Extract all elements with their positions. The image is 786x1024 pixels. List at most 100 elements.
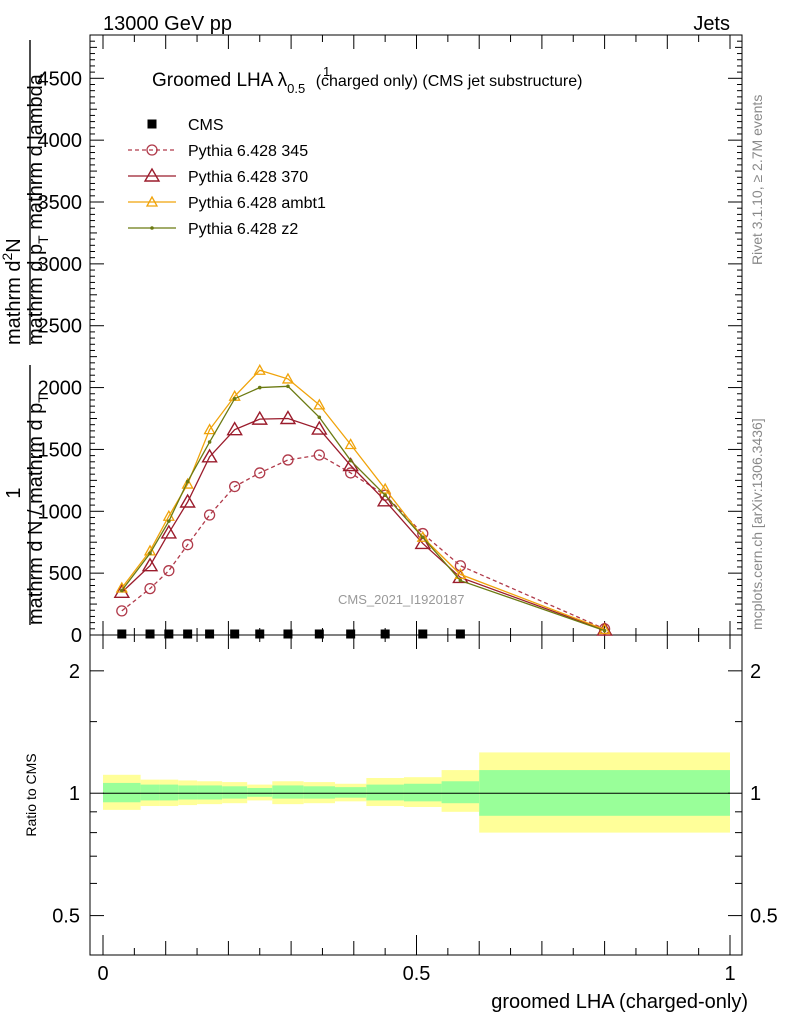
ratio-band-inner-3 <box>178 785 198 800</box>
ratio-band-inner-0 <box>103 782 141 803</box>
main-y-tick-label: 2000 <box>38 378 83 400</box>
ratio-bands <box>103 752 730 833</box>
main-y-tick-label: 0 <box>71 625 82 647</box>
series-4-point <box>317 415 322 420</box>
y-label-numerator-text: mathrm d <box>3 261 25 345</box>
main-y-tick-label: 4000 <box>38 130 83 152</box>
y-label-numerator: mathrm d2N <box>0 238 25 345</box>
series-0-point <box>183 629 193 639</box>
series-2-point <box>311 420 328 435</box>
ratio-band-inner-6 <box>247 787 273 797</box>
ratio-y-tick-label-right: 1 <box>750 783 761 805</box>
series-1-point <box>181 539 194 551</box>
series-0-point <box>255 629 265 639</box>
legend: CMS Pythia 6.428 345 Pythia 6.428 370 Pythi… <box>128 117 326 238</box>
rivet-label: Rivet 3.1.10, ≥ 2.7M events <box>749 95 765 265</box>
x-tick-label: 0.5 <box>403 963 431 985</box>
x-tick-label: 1 <box>724 963 735 985</box>
ratio-band-inner-2 <box>159 784 179 801</box>
x-axis-label: groomed LHA (charged-only) <box>491 991 748 1013</box>
ratio-band-inner-10 <box>366 784 404 801</box>
plot-title-sup: 1 <box>323 64 330 79</box>
ratio-band-inner-11 <box>403 783 442 802</box>
series-2-point <box>113 583 131 599</box>
series-1-point <box>254 467 266 479</box>
ratio-band-inner-5 <box>222 786 248 799</box>
series-1-point <box>203 509 216 521</box>
series-1-point <box>116 605 128 617</box>
series-4-point <box>148 551 152 556</box>
y-label-denominator-text: mathrm d p <box>25 244 47 345</box>
ratio-y-tick-label-right: 0.5 <box>750 906 778 928</box>
series-4-point <box>257 385 262 390</box>
series-3-point <box>181 477 194 489</box>
plot-title-sub: 0.5 <box>287 81 305 96</box>
legend-marker-3 <box>145 195 159 207</box>
x-ticks: 0 0.5 1 <box>97 35 736 985</box>
ratio-band-inner-9 <box>334 787 367 798</box>
ratio-band-inner-7 <box>272 785 304 799</box>
ratio-band-inner-12 <box>441 781 480 804</box>
series-3-point <box>416 530 429 542</box>
series-4-point <box>383 493 387 498</box>
y-label-numerator-rest: N <box>3 238 25 252</box>
series-1-point <box>229 480 241 493</box>
series-1-point <box>144 582 156 595</box>
mcplots-label: mcplots.cern.ch [arXiv:1306.3436] <box>749 418 765 630</box>
series-0-point <box>205 629 215 639</box>
legend-marker-4 <box>150 226 154 230</box>
series-4-point <box>420 535 425 540</box>
series-2-point <box>251 410 268 425</box>
series-0-point <box>314 629 324 639</box>
series-3-point <box>203 423 216 435</box>
series-1-line <box>121 454 605 630</box>
series-3-point <box>281 372 295 384</box>
series-4-point <box>602 628 607 633</box>
legend-label-1: Pythia 6.428 345 <box>188 143 308 160</box>
series-3-point <box>313 398 326 410</box>
series-4-point <box>120 588 124 593</box>
series-0-point <box>346 629 356 639</box>
y-label-fraction-bottom-text: mathrm d N / mathrm d p <box>25 403 47 625</box>
series-3-point <box>344 438 357 450</box>
series-0-point <box>455 629 465 639</box>
y-label-fraction-top: 1 <box>3 487 25 498</box>
y-axis-label: 1 mathrm d N / mathrm d pT mathrm d2N ma… <box>0 40 51 625</box>
series-2-point <box>160 524 178 539</box>
series-4-point <box>207 440 212 444</box>
plot-title-main: Groomed LHA λ <box>152 70 288 91</box>
main-y-tick-label: 3000 <box>38 254 83 276</box>
y-label-denominator-rest: mathrm d lambda <box>25 73 47 235</box>
ratio-y-ticks: 0.5 0.5 1 1 2 2 <box>52 661 778 928</box>
ratio-y-tick-label-right: 2 <box>750 661 761 683</box>
series-0-point <box>164 629 174 639</box>
series-4-point <box>185 479 190 484</box>
y-label-fraction-bottom-sub: T <box>35 394 51 403</box>
series-2-line <box>121 417 605 631</box>
series-0-point <box>418 629 428 639</box>
series-4-point <box>348 458 353 463</box>
legend-label-3: Pythia 6.428 ambt1 <box>188 195 326 212</box>
ratio-band-inner-1 <box>140 784 160 801</box>
series-4-line <box>121 385 605 632</box>
header-left: 13000 GeV pp <box>103 13 232 35</box>
series-0-point <box>230 629 240 639</box>
main-y-ticks: 0 500 1000 1500 2000 2500 3000 3500 4000 4500 <box>38 40 742 647</box>
plot-title-rest: (charged only) (CMS jet substructure) <box>311 73 582 90</box>
main-y-tick-label: 1000 <box>38 501 83 523</box>
legend-label-0: CMS <box>188 117 224 134</box>
series-4-point <box>232 396 237 401</box>
series-0-point <box>380 629 390 639</box>
series-layer <box>113 363 613 639</box>
series-2-point <box>226 421 243 436</box>
main-y-tick-label: 3500 <box>38 192 83 214</box>
ratio-y-label: Ratio to CMS <box>23 753 39 836</box>
series-0-point <box>145 629 155 639</box>
series-2-point <box>279 410 297 425</box>
watermark: CMS_2021_I1920187 <box>338 592 465 607</box>
series-3-point <box>253 363 266 375</box>
y-label-denominator-sub: T <box>35 235 51 244</box>
series-3-point <box>598 623 611 635</box>
series-4-point <box>286 384 290 389</box>
